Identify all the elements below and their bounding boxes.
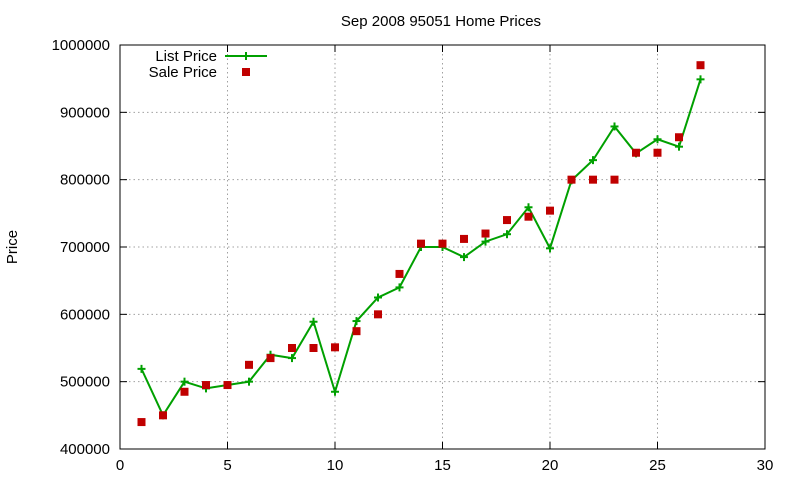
y-tick-label: 700000 <box>60 239 110 256</box>
data-point <box>309 344 318 352</box>
data-point <box>352 327 361 336</box>
data-point <box>481 229 490 238</box>
data-point <box>503 230 511 239</box>
data-point <box>266 354 275 363</box>
data-point <box>352 317 361 326</box>
y-tick-label: 400000 <box>60 441 110 458</box>
data-point <box>546 206 554 215</box>
data-point <box>632 148 640 157</box>
series-sale-price <box>137 61 705 427</box>
data-point <box>653 135 662 144</box>
data-point <box>610 175 619 184</box>
data-point <box>309 317 318 326</box>
data-point <box>589 156 597 165</box>
x-tick-label: 5 <box>223 457 231 474</box>
data-point <box>395 283 404 292</box>
data-point <box>481 237 490 246</box>
data-point <box>223 381 232 390</box>
data-point <box>137 418 146 427</box>
data-point <box>288 354 296 363</box>
data-point <box>245 360 253 369</box>
data-point <box>524 203 533 212</box>
axes: 400000 500000 600000 700000 800000 900000 1000… <box>52 37 774 474</box>
y-tick-label: 800000 <box>60 172 110 189</box>
legend-marker <box>242 52 250 60</box>
data-point <box>503 216 511 225</box>
data-point <box>245 377 253 386</box>
y-tick-label: 600000 <box>60 306 110 323</box>
x-tick-label: 0 <box>116 457 124 474</box>
data-point <box>567 175 576 184</box>
data-point <box>460 234 468 243</box>
y-tick-label: 500000 <box>60 374 110 391</box>
data-point <box>159 411 167 420</box>
data-point <box>180 387 189 396</box>
data-point <box>675 142 683 151</box>
data-point <box>524 212 533 221</box>
legend-marker <box>242 68 250 76</box>
x-tick-label: 30 <box>757 457 774 474</box>
data-point <box>395 269 404 278</box>
data-point <box>288 344 296 352</box>
data-point <box>546 244 554 253</box>
legend-label: Sale Price <box>149 64 217 81</box>
data-point <box>137 364 146 373</box>
y-tick-label: 900000 <box>60 104 110 121</box>
data-point <box>180 377 189 386</box>
data-point <box>331 387 339 396</box>
data-point <box>610 122 619 131</box>
data-point <box>202 381 210 390</box>
series <box>137 61 705 427</box>
data-point <box>653 148 662 157</box>
chart-title: Sep 2008 95051 Home Prices <box>341 13 541 30</box>
data-point <box>417 239 425 248</box>
data-point <box>589 175 597 184</box>
data-point <box>374 310 382 319</box>
x-tick-label: 10 <box>327 457 344 474</box>
data-point <box>460 253 468 262</box>
y-axis-label: Price <box>4 230 21 264</box>
legend-label: List Price <box>155 48 217 65</box>
x-tick-label: 20 <box>542 457 559 474</box>
data-point <box>438 239 447 248</box>
y-tick-label: 1000000 <box>52 37 110 54</box>
data-point <box>696 75 705 84</box>
data-point <box>331 343 339 352</box>
data-point <box>696 61 705 70</box>
x-tick-label: 25 <box>649 457 666 474</box>
x-tick-label: 15 <box>434 457 451 474</box>
data-point <box>374 293 382 302</box>
data-point <box>675 133 683 142</box>
